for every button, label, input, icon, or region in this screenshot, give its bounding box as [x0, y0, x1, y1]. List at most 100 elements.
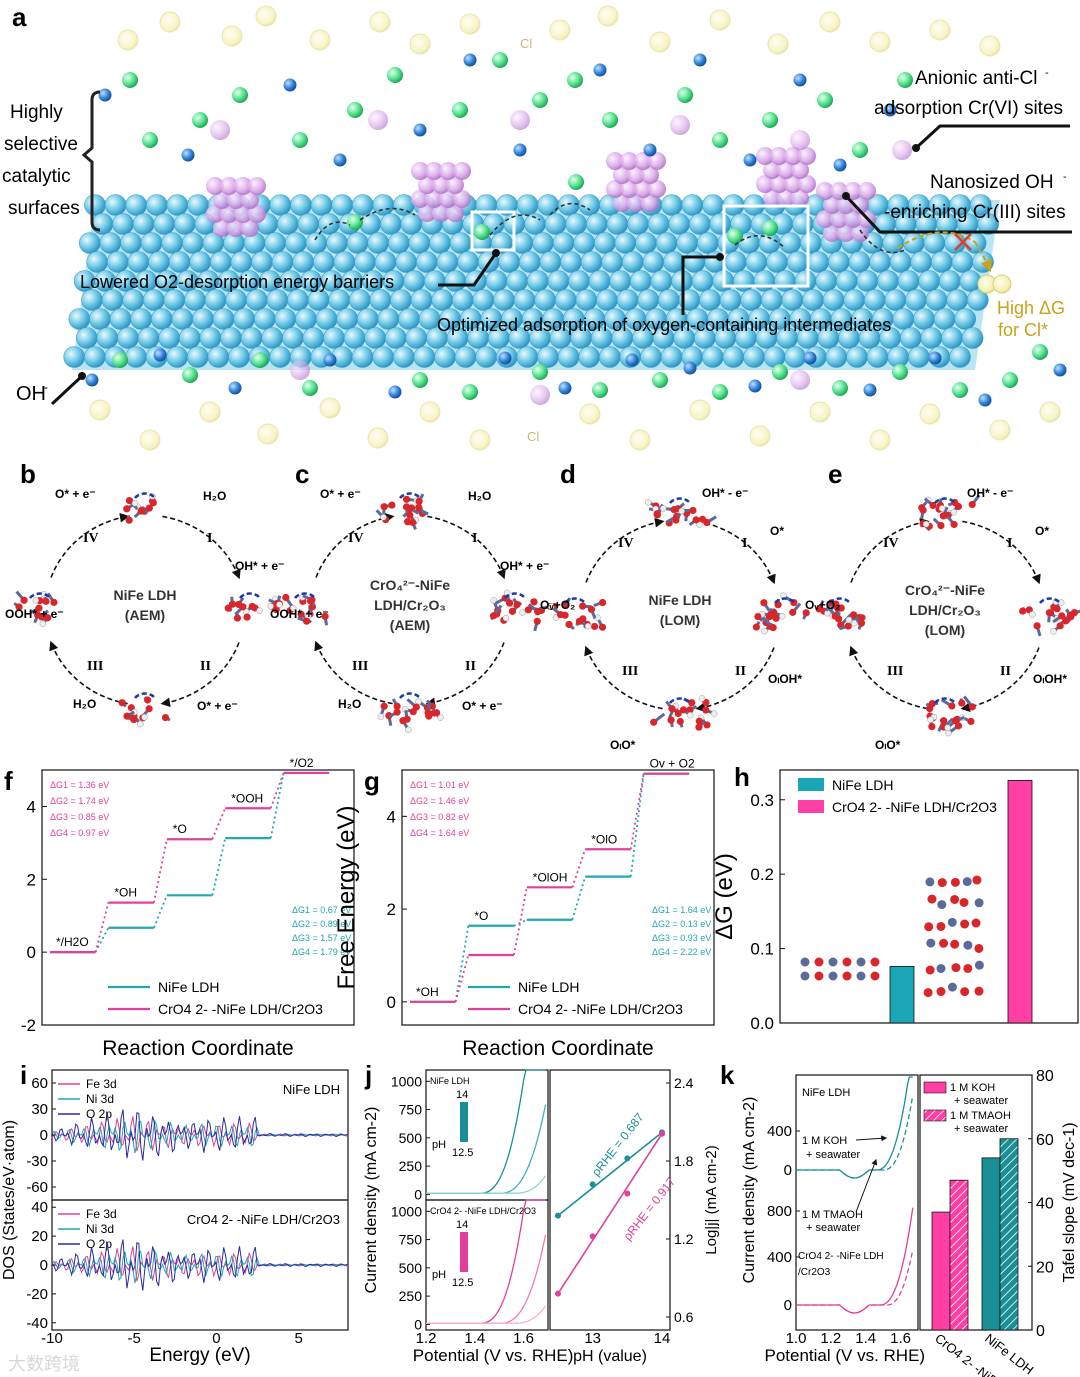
panel-letter-e: e: [828, 459, 842, 489]
hydrogen-atom: [927, 716, 934, 723]
structure-atom: [951, 963, 961, 973]
cycle-arrow: [160, 642, 240, 708]
electrolyte-label: 1 M KOH: [802, 1135, 847, 1147]
oxygen-atom: [35, 604, 43, 612]
structure-atom: [937, 900, 947, 910]
lattice-atom: [377, 308, 400, 330]
oxygen-adsorbate: [677, 87, 693, 103]
chloride-ion: [139, 429, 161, 451]
lattice-atom: [766, 251, 788, 273]
oxygen-atom: [282, 593, 290, 602]
electrolyte-label: + seawater: [806, 1222, 860, 1234]
teal-dg-annotation: ΔG4 = 1.79 eV: [292, 947, 351, 957]
y-tick-label: 2: [387, 900, 396, 919]
optimized-leader: [681, 255, 720, 315]
y-axis-label: DOS (States/eV·atom): [1, 1120, 18, 1280]
lattice-atom: [189, 251, 211, 273]
lattice-atom: [629, 270, 652, 292]
oxygen-atom: [919, 506, 927, 514]
lattice-atom: [575, 289, 598, 311]
hydrogen-atom: [137, 720, 144, 728]
y-tick-label: 0.3: [750, 791, 774, 810]
lattice-atom: [233, 308, 255, 330]
lattice-atom: [343, 327, 366, 349]
lattice-atom: [184, 289, 206, 311]
lattice-atom: [117, 327, 139, 349]
structure-atom: [962, 877, 972, 887]
step-numeral: I: [742, 536, 747, 551]
structure-atom: [963, 963, 973, 973]
oxygen-adsorbate: [897, 72, 913, 88]
polarization-curve: [426, 1199, 546, 1324]
step-numeral: III: [887, 664, 903, 679]
adsorption-site-box: [722, 204, 810, 288]
cr-cluster-atom: [432, 204, 450, 222]
lattice-atom: [356, 308, 379, 330]
lattice-atom: [81, 289, 103, 311]
chromate-ion: [210, 120, 230, 140]
fit-line: [557, 1133, 663, 1295]
oxygen-adsorbate: [712, 384, 728, 400]
lattice-atom: [132, 213, 155, 235]
lattice-atom: [107, 251, 129, 273]
oxygen-atom: [1045, 609, 1053, 617]
lattice-atom: [302, 327, 325, 349]
y-tick-label: 0: [414, 1316, 422, 1332]
cycle-arrow: [427, 515, 506, 580]
hydrogen-atom: [850, 619, 858, 627]
legend-label: O 2p: [86, 1107, 112, 1121]
oxygen-adsorbate: [232, 87, 248, 103]
lattice-atom: [745, 251, 768, 273]
lattice-atom: [307, 289, 330, 311]
oxygen-atom: [565, 620, 573, 629]
cr-cluster-atom: [823, 224, 841, 242]
oxygen-atom: [591, 622, 599, 631]
cycle-species-label: OH* + e⁻: [500, 559, 549, 573]
tafel-bar: [981, 1157, 1001, 1331]
lattice-atom: [676, 232, 699, 254]
structure-atom: [960, 987, 970, 997]
y-tick-label: 750: [399, 1232, 423, 1248]
optimized-adsorption-label: Optimized adsorption of oxygen-containin…: [437, 315, 891, 335]
oxygen-atom: [857, 619, 866, 627]
lattice-atom: [104, 194, 127, 216]
cycle-species-label: H₂O: [203, 489, 226, 503]
lattice-atom: [972, 251, 994, 273]
structure-atom: [870, 957, 880, 967]
energy-connector: [629, 773, 645, 850]
energy-connector: [513, 918, 528, 927]
lattice-atom: [287, 289, 309, 311]
oxygen-adsorbate: [142, 132, 158, 148]
lattice-atom: [379, 213, 402, 235]
y-tick-label: -20: [26, 1286, 48, 1303]
lattice-atom: [897, 270, 920, 292]
oxygen-atom: [428, 702, 436, 710]
y-tick-label: 500: [399, 1260, 423, 1276]
oxygen-atom: [15, 603, 23, 611]
oxygen-atom: [772, 614, 780, 622]
oxygen-atom: [123, 712, 131, 720]
structure-atom: [856, 971, 866, 981]
chloride-ion: [367, 427, 389, 449]
oxygen-atom: [1058, 612, 1066, 620]
bracket-label: Highly selective catalytic surfaces: [2, 102, 80, 219]
cr-cluster-atom: [418, 204, 436, 222]
reaction-path-arcs: [314, 202, 906, 254]
bar-1: [1007, 780, 1033, 1024]
oxygen-atom: [950, 520, 958, 529]
legend-label: NiFe LDH: [518, 979, 579, 995]
lattice-atom: [635, 232, 657, 254]
teal-dg-annotation: ΔG3 = 1.57 eV: [292, 933, 351, 943]
lattice-atom: [802, 289, 824, 311]
lattice-atom: [323, 327, 345, 349]
data-point: [589, 1233, 596, 1240]
oxygen-atom: [844, 622, 852, 630]
lowered-leader: [438, 252, 498, 287]
lattice-atom: [949, 346, 971, 368]
lattice-atom: [835, 270, 858, 292]
oxygen-atom: [235, 600, 243, 609]
lattice-atom: [740, 289, 763, 311]
oxygen-atom: [670, 505, 678, 514]
intermediate-label: *O: [474, 909, 488, 923]
